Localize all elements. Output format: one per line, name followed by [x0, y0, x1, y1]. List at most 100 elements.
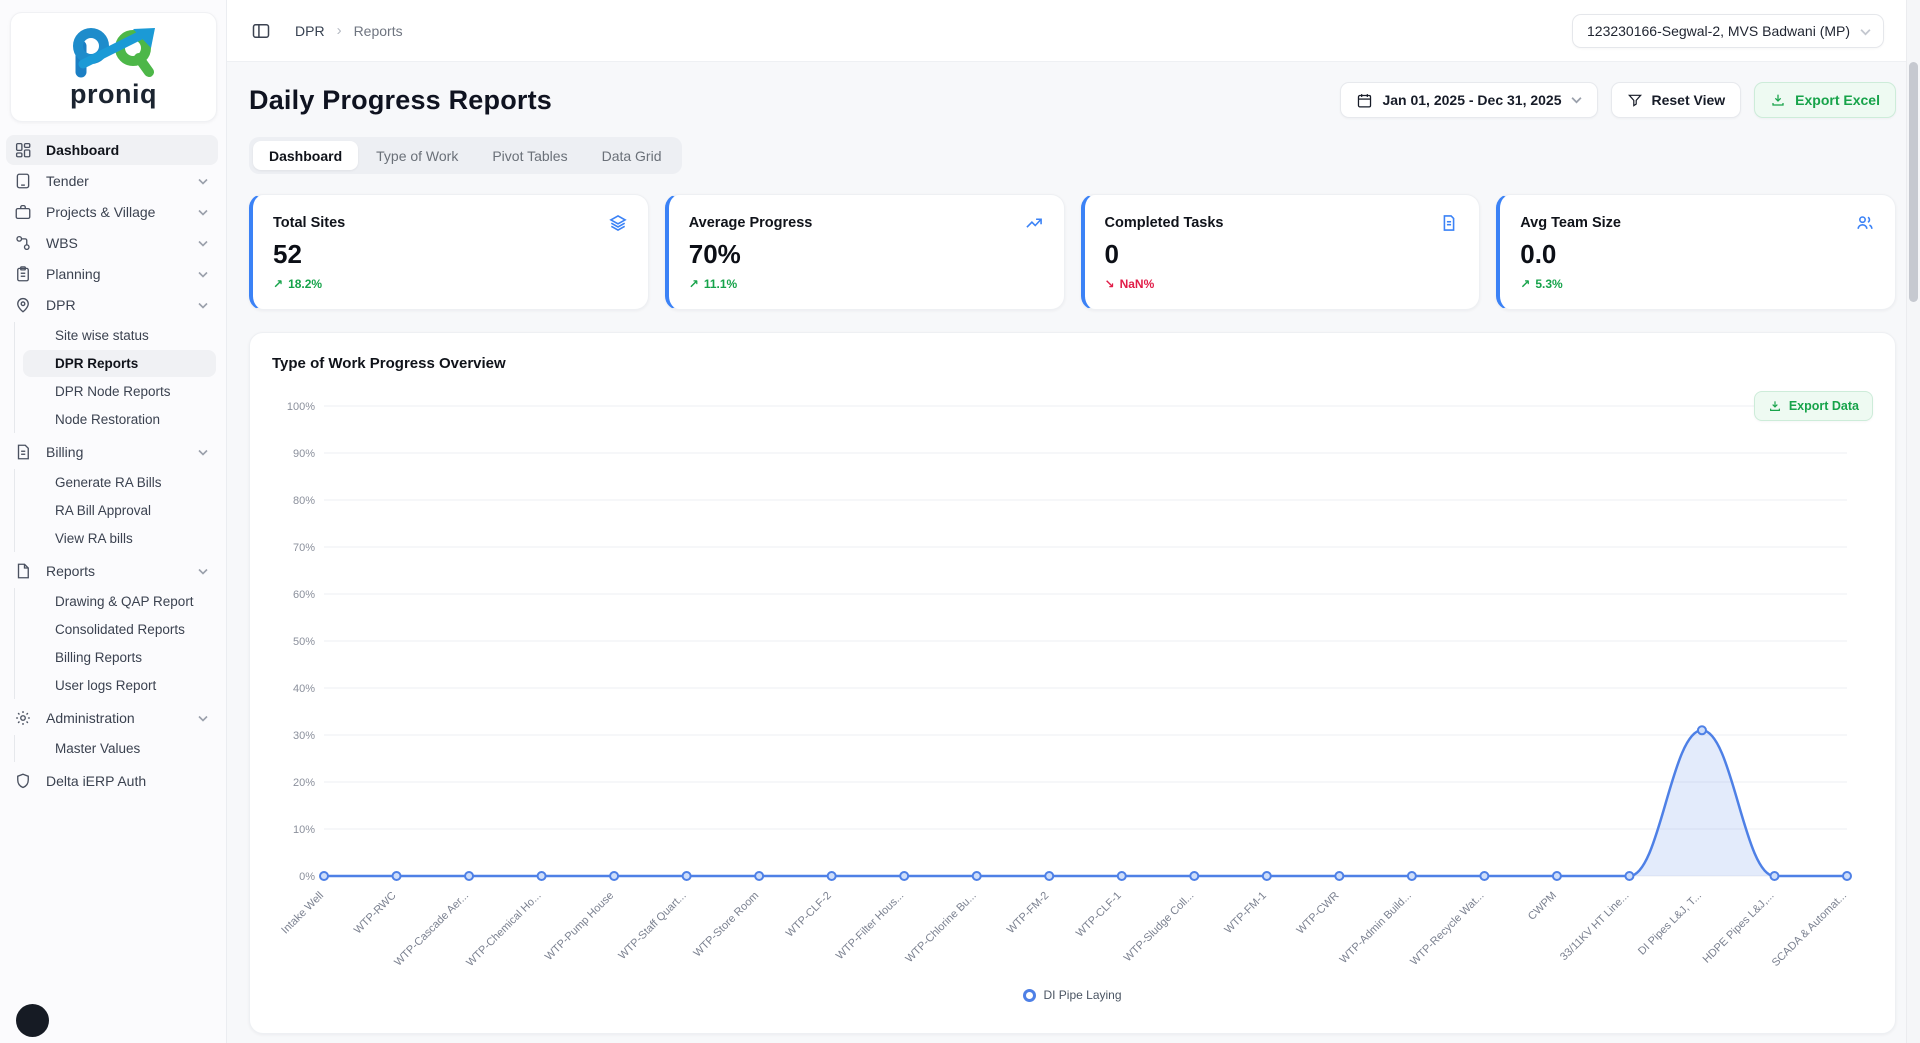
sidebar-item-label: RA Bill Approval: [55, 503, 152, 518]
sidebar-item-dpr[interactable]: DPR: [6, 290, 218, 320]
kpi-title: Avg Team Size: [1520, 215, 1621, 231]
kpi-card-average-progress: Average Progress 70% ↗ 11.1%: [664, 194, 1065, 310]
sidebar-item-label: View RA bills: [55, 531, 133, 546]
tab-pivot-tables[interactable]: Pivot Tables: [476, 141, 583, 170]
svg-text:WTP-CWR: WTP-CWR: [1295, 890, 1342, 937]
chevron-right-icon: ›: [336, 22, 342, 39]
export-excel-button[interactable]: Export Excel: [1754, 82, 1896, 118]
site-select-value: 123230166-Segwal-2, MVS Badwani (MP): [1587, 22, 1850, 39]
sidebar-item-dpr-node-reports[interactable]: DPR Node Reports: [23, 378, 216, 405]
site-select[interactable]: 123230166-Segwal-2, MVS Badwani (MP): [1572, 13, 1884, 48]
scrollbar-thumb[interactable]: [1909, 62, 1918, 302]
sidebar-item-billing[interactable]: Billing: [6, 437, 218, 467]
topbar: DPR › Reports 123230166-Segwal-2, MVS Ba…: [227, 0, 1920, 62]
sidebar-item-generate-ra-bills[interactable]: Generate RA Bills: [23, 469, 216, 496]
sidebar-item-consolidated-reports[interactable]: Consolidated Reports: [23, 616, 216, 643]
sidebar-item-billing-reports[interactable]: Billing Reports: [23, 644, 216, 671]
sidebar-item-administration[interactable]: Administration: [6, 703, 218, 733]
document-icon: [1439, 213, 1459, 233]
map-pin-icon: [14, 296, 32, 314]
breadcrumb-section[interactable]: DPR: [295, 22, 325, 39]
sidebar-nav: Dashboard Tender Projects & Village: [0, 135, 226, 796]
chevron-down-icon: [198, 449, 208, 456]
sidebar-item-tender[interactable]: Tender: [6, 166, 218, 196]
sidebar-toggle-icon[interactable]: [251, 21, 271, 41]
gear-icon: [14, 709, 32, 727]
sidebar-item-label: Delta iERP Auth: [46, 773, 147, 789]
floating-action-button[interactable]: [16, 1004, 49, 1037]
sidebar-item-wbs[interactable]: WBS: [6, 228, 218, 258]
svg-text:WTP-Cascade Aer...: WTP-Cascade Aer...: [392, 890, 471, 969]
svg-text:WTP-FM-1: WTP-FM-1: [1222, 890, 1269, 937]
download-icon: [1770, 92, 1786, 108]
chevron-down-icon: [198, 271, 208, 278]
sidebar-item-dpr-reports[interactable]: DPR Reports: [23, 350, 216, 377]
svg-text:WTP-Chlorine Bu...: WTP-Chlorine Bu...: [903, 890, 978, 965]
kpi-delta: ↘ NaN%: [1105, 277, 1460, 291]
kpi-delta: ↗ 5.3%: [1520, 277, 1875, 291]
breadcrumb-current: Reports: [353, 22, 403, 39]
legend-marker-icon: [1023, 988, 1037, 1002]
export-data-button[interactable]: Export Data: [1753, 391, 1873, 421]
sidebar-item-label: Tender: [46, 173, 89, 189]
legend-label: DI Pipe Laying: [1043, 988, 1122, 1002]
reset-view-label: Reset View: [1651, 92, 1726, 108]
layers-icon: [608, 213, 628, 233]
tab-label: Dashboard: [269, 147, 343, 164]
sidebar-item-view-ra-bills[interactable]: View RA bills: [23, 525, 216, 552]
sidebar-item-planning[interactable]: Planning: [6, 259, 218, 289]
sidebar-item-projects-village[interactable]: Projects & Village: [6, 197, 218, 227]
chevron-down-icon: [1860, 23, 1871, 39]
main-area: DPR › Reports 123230166-Segwal-2, MVS Ba…: [227, 0, 1920, 1043]
tab-data-grid[interactable]: Data Grid: [586, 141, 678, 170]
trend-down-icon: ↘: [1104, 277, 1115, 291]
sidebar-item-reports[interactable]: Reports: [6, 556, 218, 586]
sidebar-item-label: Billing Reports: [55, 650, 143, 665]
sidebar-item-label: Site wise status: [55, 328, 149, 343]
tab-type-of-work[interactable]: Type of Work: [360, 141, 474, 170]
sidebar-item-delta-ierp-auth[interactable]: Delta iERP Auth: [6, 766, 218, 796]
sidebar-item-master-values[interactable]: Master Values: [23, 735, 216, 762]
kpi-delta-value: 5.3%: [1535, 277, 1563, 291]
chart-legend[interactable]: DI Pipe Laying: [272, 988, 1873, 1002]
sidebar-item-dashboard[interactable]: Dashboard: [6, 135, 218, 165]
tab-dashboard[interactable]: Dashboard: [253, 141, 359, 170]
shield-icon: [14, 772, 32, 790]
kpi-card-avg-team-size: Avg Team Size 0.0 ↗ 5.3%: [1496, 194, 1896, 310]
download-icon: [1768, 399, 1782, 413]
header-actions: Jan 01, 2025 - Dec 31, 2025 Reset View E…: [1340, 82, 1896, 118]
sidebar-item-drawing-qap-report[interactable]: Drawing & QAP Report: [23, 588, 216, 615]
reports-sub-list: Drawing & QAP Report Consolidated Report…: [14, 588, 226, 699]
page-title: Daily Progress Reports: [249, 84, 553, 115]
content: Daily Progress Reports Jan 01, 2025 - De…: [227, 62, 1920, 1043]
sidebar-item-label: Reports: [46, 563, 96, 579]
dpr-sub-list: Site wise status DPR Reports DPR Node Re…: [14, 322, 226, 433]
sidebar-item-ra-bill-approval[interactable]: RA Bill Approval: [23, 497, 216, 524]
sidebar-item-site-wise-status[interactable]: Site wise status: [23, 322, 216, 349]
filter-icon: [1627, 92, 1643, 108]
reset-view-button[interactable]: Reset View: [1610, 82, 1742, 118]
svg-text:WTP-CLF-1: WTP-CLF-1: [1074, 890, 1124, 940]
sidebar-item-label: Drawing & QAP Report: [55, 594, 194, 609]
sidebar-item-label: Projects & Village: [46, 204, 156, 220]
svg-text:40%: 40%: [293, 683, 315, 695]
chevron-down-icon: [198, 568, 208, 575]
date-range-label: Jan 01, 2025 - Dec 31, 2025: [1382, 92, 1562, 108]
sidebar-item-label: Administration: [46, 710, 135, 726]
date-range-button[interactable]: Jan 01, 2025 - Dec 31, 2025: [1340, 82, 1598, 118]
sidebar-item-user-logs-report[interactable]: User logs Report: [23, 672, 216, 699]
svg-text:20%: 20%: [293, 777, 315, 789]
brand-logo[interactable]: proniq: [10, 12, 217, 122]
sidebar-item-node-restoration[interactable]: Node Restoration: [23, 406, 216, 433]
dashboard-icon: [14, 141, 32, 159]
kpi-delta-value: NaN%: [1119, 277, 1155, 291]
trending-up-icon: [1024, 213, 1044, 233]
sidebar: proniq Dashboard Tender Projects: [0, 0, 227, 1043]
brand-name: proniq: [70, 79, 157, 109]
page-scrollbar: [1906, 0, 1920, 1043]
svg-text:90%: 90%: [293, 448, 315, 460]
chevron-down-icon: [198, 240, 208, 247]
tab-label: Type of Work: [376, 147, 459, 164]
svg-text:WTP-Store Room: WTP-Store Room: [691, 890, 761, 960]
